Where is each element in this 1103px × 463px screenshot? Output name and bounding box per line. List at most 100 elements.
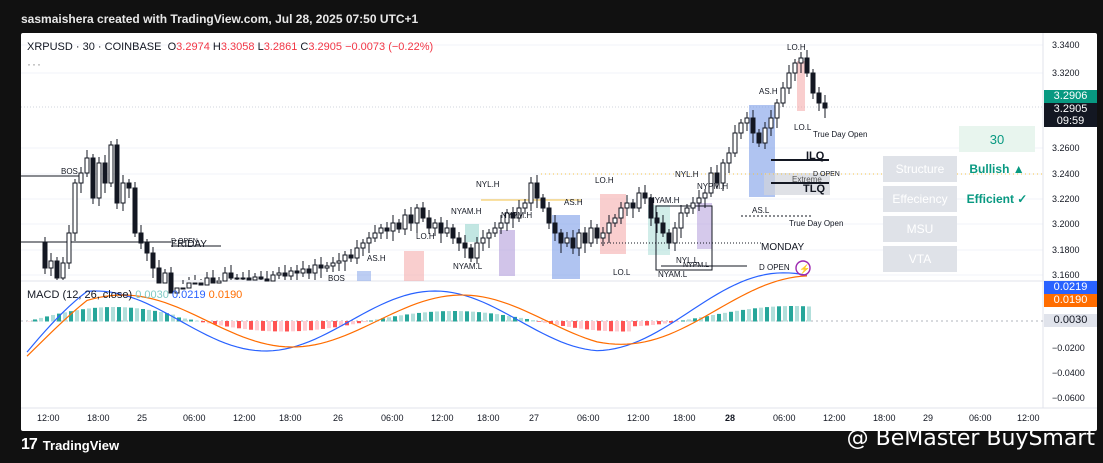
macd-bar bbox=[327, 321, 331, 329]
candle-body bbox=[372, 232, 378, 239]
candle-body bbox=[486, 232, 492, 239]
symbol-name[interactable]: XRPUSD · 30 · COINBASE bbox=[27, 41, 162, 53]
candle-body bbox=[684, 207, 690, 214]
svg-text:3.3200: 3.3200 bbox=[1052, 68, 1080, 78]
as-h-label: AS.H bbox=[367, 254, 386, 263]
candle-body bbox=[462, 242, 468, 249]
time-axis[interactable]: 12:00 18:00 25 06:00 12:00 18:00 26 06:00 12:00 1… bbox=[37, 413, 1040, 423]
macd-value: 0.0219 bbox=[171, 289, 206, 301]
macd-bar bbox=[111, 307, 115, 322]
more-options-icon[interactable]: ··· bbox=[27, 57, 42, 71]
candle-body bbox=[228, 272, 234, 279]
candle-body bbox=[798, 57, 804, 64]
replay-icon[interactable] bbox=[795, 260, 811, 276]
macd-bar bbox=[765, 307, 769, 322]
time-tick: 06:00 bbox=[773, 413, 796, 423]
candle-body bbox=[114, 144, 120, 204]
candle-body bbox=[570, 237, 576, 249]
macd-bar bbox=[429, 311, 433, 322]
candle-body bbox=[270, 274, 276, 282]
macd-bar bbox=[261, 321, 265, 331]
annotations: BOS BOS FRIDAY D OPEN AS.H LO.H NYL.H NY… bbox=[61, 43, 867, 283]
macd-bar bbox=[627, 321, 631, 332]
price-axis-labels: 3.3400 3.3200 3.2600 3.2400 3.2200 3.200… bbox=[1052, 40, 1085, 403]
candlestick-series[interactable] bbox=[42, 50, 828, 294]
macd-bar bbox=[411, 313, 415, 322]
symbol-legend[interactable]: XRPUSD · 30 · COINBASE O3.2974 H3.3058 L… bbox=[27, 41, 434, 53]
svg-text:3.2000: 3.2000 bbox=[1052, 219, 1080, 229]
macd-bar bbox=[489, 313, 493, 322]
candle-body bbox=[522, 202, 528, 209]
candle-body bbox=[354, 247, 360, 259]
macd-bar bbox=[507, 315, 511, 322]
candle-body bbox=[282, 272, 288, 277]
candle-body bbox=[210, 277, 216, 284]
candle-body bbox=[132, 187, 138, 234]
candle-body bbox=[774, 102, 780, 119]
candle-body bbox=[624, 202, 630, 209]
candle-body bbox=[48, 260, 54, 269]
candle-body bbox=[516, 207, 522, 219]
candle-body bbox=[264, 278, 270, 282]
nyl-h-label: NYL.H bbox=[476, 180, 500, 189]
macd-bar bbox=[423, 312, 427, 322]
candle-body bbox=[480, 237, 486, 244]
time-tick: 25 bbox=[137, 413, 147, 423]
macd-bar bbox=[795, 306, 799, 322]
macd-bar bbox=[213, 321, 217, 325]
time-tick: 18:00 bbox=[873, 413, 896, 423]
macd-bar bbox=[495, 314, 499, 322]
candle-body bbox=[708, 172, 714, 194]
timeframe-cell: 30 bbox=[959, 126, 1035, 152]
macd-bar bbox=[459, 311, 463, 322]
time-tick: 06:00 bbox=[381, 413, 404, 423]
candle-body bbox=[558, 232, 564, 244]
time-tick: 29 bbox=[923, 413, 933, 423]
candle-body bbox=[762, 127, 768, 144]
chart-canvas[interactable]: BOS BOS FRIDAY D OPEN AS.H LO.H NYL.H NY… bbox=[21, 33, 1097, 431]
candle-body bbox=[342, 254, 348, 262]
time-tick: 12:00 bbox=[627, 413, 650, 423]
candle-body bbox=[78, 172, 84, 184]
macd-bar bbox=[129, 307, 133, 322]
macd-bar bbox=[777, 306, 781, 322]
candle-body bbox=[42, 242, 48, 269]
macd-bar bbox=[177, 317, 181, 322]
macd-title[interactable]: MACD (12, 26, close) bbox=[27, 289, 133, 301]
candle-body bbox=[204, 277, 210, 286]
macd-bar bbox=[159, 312, 163, 322]
footer: 17 TradingView bbox=[21, 436, 119, 454]
macd-bar bbox=[303, 321, 307, 331]
header-caption: sasmaishera created with TradingView.com… bbox=[21, 12, 419, 26]
macd-bar bbox=[651, 321, 655, 325]
time-tick: 18:00 bbox=[279, 413, 302, 423]
chart-svg[interactable]: BOS BOS FRIDAY D OPEN AS.H LO.H NYL.H NY… bbox=[21, 33, 1097, 431]
macd-bar bbox=[615, 321, 619, 332]
time-tick: 26 bbox=[333, 413, 343, 423]
extreme-label: Extreme bbox=[792, 175, 822, 184]
svg-text:3.2200: 3.2200 bbox=[1052, 194, 1080, 204]
macd-bar bbox=[531, 320, 535, 322]
structure-value: Bullish ▲ bbox=[969, 162, 1025, 176]
candle-body bbox=[252, 276, 258, 281]
candle-body bbox=[186, 282, 192, 289]
macd-bar bbox=[591, 321, 595, 331]
macd-bar bbox=[363, 321, 367, 323]
candle-body bbox=[744, 117, 750, 124]
svg-text:−0.0400: −0.0400 bbox=[1052, 368, 1085, 378]
candle-body bbox=[438, 222, 444, 234]
time-tick: 12:00 bbox=[431, 413, 454, 423]
candle-body bbox=[216, 280, 222, 284]
nyam-h-label: NYAM.H bbox=[451, 207, 482, 216]
macd-bar bbox=[243, 321, 247, 330]
macd-bar bbox=[597, 321, 601, 331]
macd-bar bbox=[723, 312, 727, 322]
structure-label: Structure bbox=[883, 156, 957, 182]
candle-body bbox=[804, 57, 810, 74]
candle-body bbox=[456, 237, 462, 244]
macd-bar bbox=[657, 321, 661, 325]
candle-body bbox=[612, 217, 618, 224]
lo-h-label-2: LO.H bbox=[595, 176, 614, 185]
macd-legend[interactable]: MACD (12, 26, close) 0.0030 0.0219 0.019… bbox=[27, 289, 242, 301]
as-h-label-3: AS.H bbox=[759, 87, 778, 96]
